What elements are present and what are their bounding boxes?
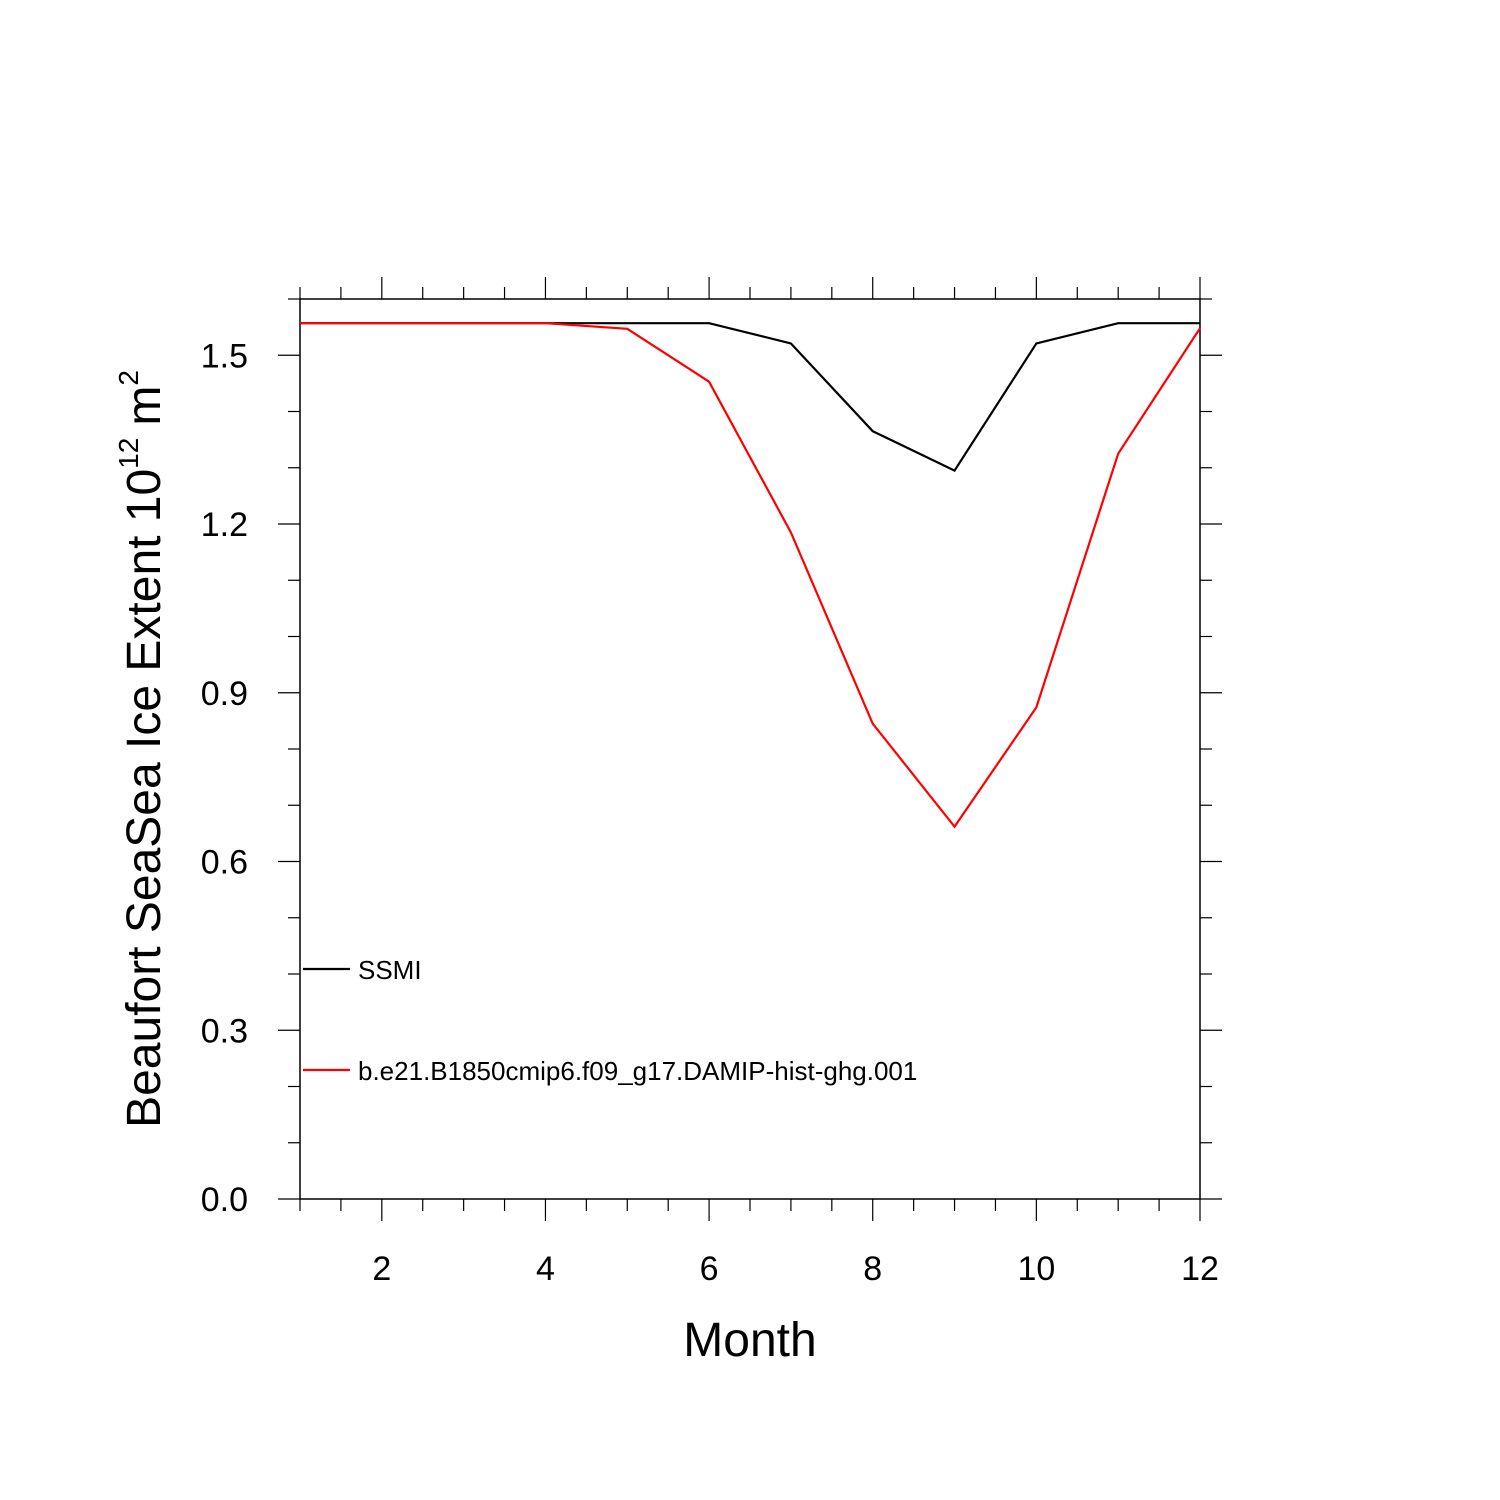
y-tick-label: 1.5 [201,337,248,375]
x-tick-label: 8 [863,1250,882,1288]
y-axis-title-unit-exponent: 2 [113,370,144,386]
y-tick-label: 0.3 [201,1012,248,1050]
x-tick-label: 10 [1017,1250,1055,1288]
legend: SSMI b.e21.B1850cmip6.f09_g17.DAMIP-hist-… [303,955,917,1086]
y-axis-title-main: Beaufort SeaSea Ice Extent 10 [118,469,171,1128]
legend-label-1: SSMI [358,955,422,985]
y-axis-title-unit: m [118,386,171,426]
y-tick-label: 0.9 [201,675,248,713]
series-lines [300,322,1201,829]
y-axis-title-exponent: 12 [113,438,144,469]
x-axis-title: Month [683,1314,816,1367]
y-tick-label: 0.0 [201,1181,248,1219]
series-line-1 [300,322,1200,472]
y-axis-title: Beaufort SeaSea Ice Extent 1012 m2 [113,370,171,1128]
axis-ticks [278,277,1222,1221]
y-tick-label: 0.6 [201,844,248,882]
x-tick-label: 2 [372,1250,391,1288]
x-tick-label: 12 [1181,1250,1219,1288]
series-line-2 [300,322,1201,829]
legend-label-2: b.e21.B1850cmip6.f09_g17.DAMIP-hist-ghg.… [358,1056,917,1086]
x-tick-label: 4 [536,1250,555,1288]
x-tick-label: 6 [700,1250,719,1288]
y-tick-label: 1.2 [201,506,248,544]
x-tick-labels: 2 4 6 8 10 12 [372,1250,1219,1288]
y-tick-labels: 0.0 0.3 0.6 0.9 1.2 1.5 [201,337,248,1219]
